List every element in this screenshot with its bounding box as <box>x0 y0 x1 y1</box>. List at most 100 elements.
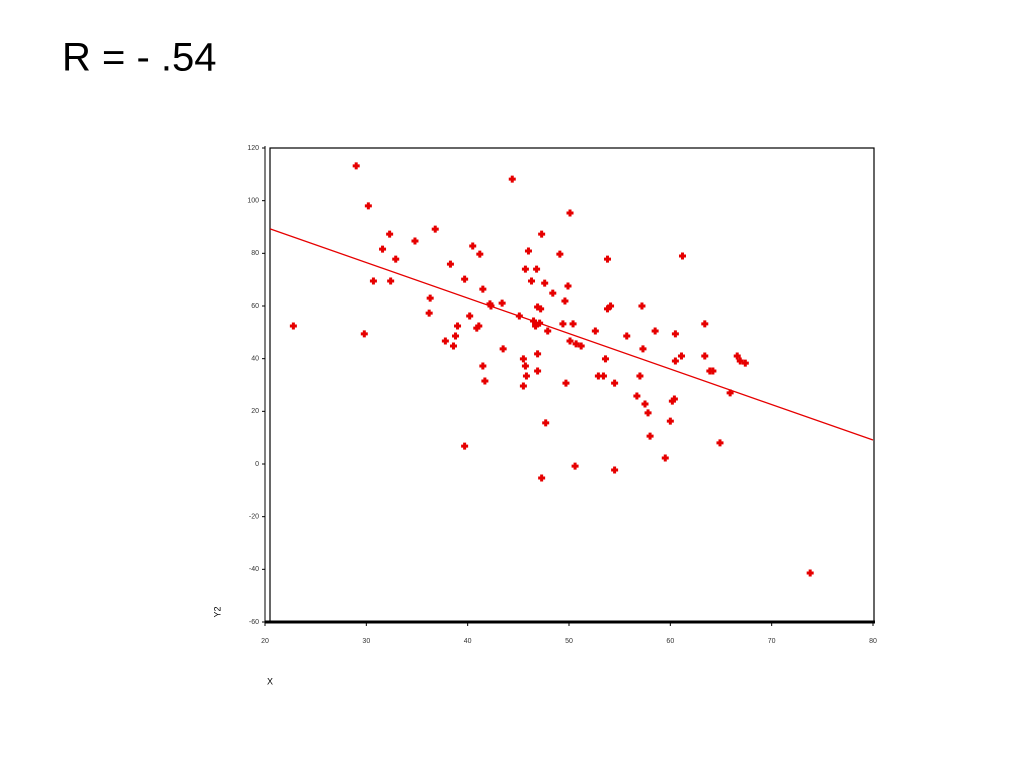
point <box>475 322 483 330</box>
x-tick-label: 30 <box>362 638 370 645</box>
point <box>726 389 734 397</box>
point <box>661 454 669 462</box>
point <box>521 362 529 370</box>
point <box>572 340 580 348</box>
point <box>542 419 550 427</box>
point <box>623 332 631 340</box>
point <box>360 330 368 338</box>
y-tick-label: 40 <box>251 356 259 363</box>
point <box>538 474 546 482</box>
point <box>641 400 649 408</box>
point <box>556 250 564 258</box>
point <box>426 294 434 302</box>
point <box>534 350 542 358</box>
point <box>666 417 674 425</box>
y-tick-label: -20 <box>249 514 259 521</box>
point <box>671 357 679 365</box>
point <box>289 322 297 330</box>
point <box>454 322 462 330</box>
point <box>431 225 439 233</box>
point <box>564 282 572 290</box>
point <box>566 337 574 345</box>
point <box>591 327 599 335</box>
trend-line <box>269 228 874 441</box>
point <box>741 359 749 367</box>
point <box>411 237 419 245</box>
point <box>638 302 646 310</box>
point <box>611 466 619 474</box>
y-tick-label: 80 <box>251 250 259 257</box>
point <box>806 569 814 577</box>
point <box>701 320 709 328</box>
point <box>379 245 387 253</box>
point <box>577 342 585 350</box>
point <box>709 367 717 375</box>
point <box>425 309 433 317</box>
point <box>487 302 495 310</box>
point <box>537 305 545 313</box>
y-tick-label: 0 <box>255 461 259 468</box>
point <box>733 352 741 360</box>
point <box>461 442 469 450</box>
point <box>559 320 567 328</box>
point <box>541 279 549 287</box>
x-tick-label: 70 <box>768 638 776 645</box>
point <box>449 342 457 350</box>
point <box>571 462 579 470</box>
x-tick-label: 40 <box>464 638 472 645</box>
y-axis-label: Y2 <box>212 606 222 617</box>
point <box>607 302 615 310</box>
point <box>446 260 454 268</box>
point <box>601 355 609 363</box>
x-tick-label: 60 <box>666 638 674 645</box>
point <box>599 372 607 380</box>
point <box>678 252 686 260</box>
point <box>561 297 569 305</box>
point <box>441 337 449 345</box>
point <box>633 392 641 400</box>
point <box>461 275 469 283</box>
point <box>479 285 487 293</box>
point <box>466 312 474 320</box>
point <box>639 345 647 353</box>
slide-title: R = - .54 <box>62 36 217 80</box>
point <box>508 175 516 183</box>
point <box>364 202 372 210</box>
point <box>476 250 484 258</box>
point <box>521 265 529 273</box>
point <box>562 379 570 387</box>
point <box>566 209 574 217</box>
point <box>611 379 619 387</box>
y-tick-label: 20 <box>251 408 259 415</box>
point <box>386 230 394 238</box>
point <box>536 319 544 327</box>
point <box>544 327 552 335</box>
point <box>549 289 557 297</box>
point <box>519 355 527 363</box>
point <box>479 362 487 370</box>
x-tick-label: 50 <box>565 638 573 645</box>
point <box>534 367 542 375</box>
point <box>519 382 527 390</box>
point <box>670 395 678 403</box>
point <box>533 265 541 273</box>
point <box>352 162 360 170</box>
point <box>701 352 709 360</box>
point <box>716 439 724 447</box>
point <box>538 230 546 238</box>
point <box>369 277 377 285</box>
point <box>528 277 536 285</box>
point <box>636 372 644 380</box>
point <box>522 372 530 380</box>
y-tick-label: -60 <box>249 619 259 626</box>
plot-frame <box>269 147 875 623</box>
point <box>651 327 659 335</box>
point <box>392 255 400 263</box>
y-tick-label: 60 <box>251 303 259 310</box>
point <box>736 357 744 365</box>
point <box>481 377 489 385</box>
x-tick-label: 80 <box>869 638 877 645</box>
point <box>677 352 685 360</box>
point <box>499 345 507 353</box>
